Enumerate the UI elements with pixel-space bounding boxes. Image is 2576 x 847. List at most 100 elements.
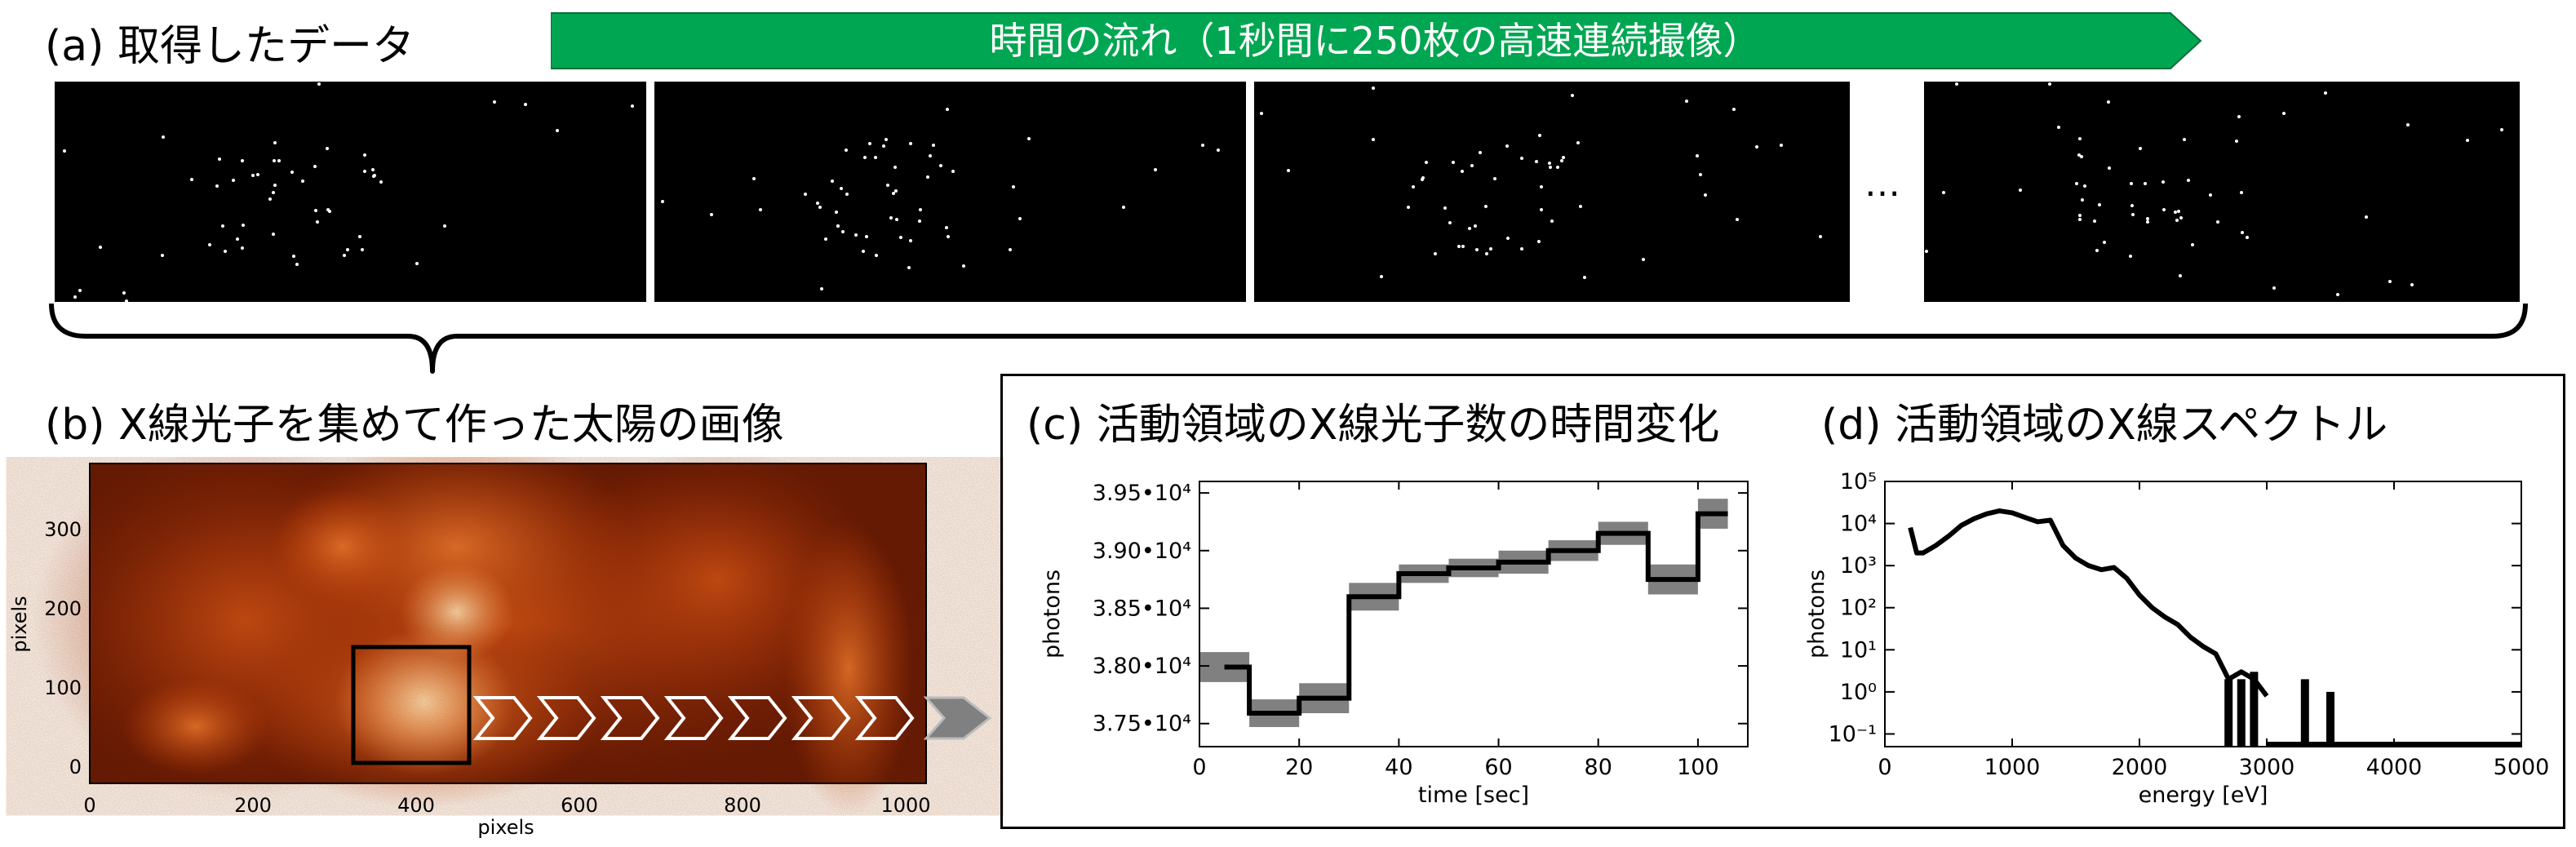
photon-dot bbox=[273, 184, 277, 188]
photon-dot bbox=[2130, 212, 2135, 216]
region-box bbox=[351, 645, 472, 765]
photon-dot bbox=[2336, 292, 2340, 296]
frames-ellipsis: … bbox=[1864, 163, 1900, 205]
photon-dot bbox=[2179, 216, 2184, 220]
photon-dot bbox=[908, 141, 912, 145]
photon-dot bbox=[1735, 218, 1739, 222]
photon-dot bbox=[2098, 202, 2102, 206]
photon-dot bbox=[1027, 136, 1031, 140]
photon-dot bbox=[277, 159, 281, 163]
x-tick-label: 0 bbox=[1192, 755, 1206, 780]
photon-dot bbox=[2139, 146, 2143, 150]
plot-frame bbox=[1199, 481, 1749, 747]
photon-dot bbox=[2281, 112, 2286, 116]
photon-dot bbox=[232, 178, 236, 182]
photon-dot bbox=[271, 232, 275, 236]
photon-dot bbox=[1925, 250, 1929, 254]
photon-dot bbox=[1287, 168, 1291, 172]
sun-xtick: 400 bbox=[397, 794, 435, 817]
photon-dot bbox=[1505, 144, 1510, 148]
photon-dot bbox=[1642, 257, 1646, 261]
photon-dot bbox=[2191, 242, 2195, 246]
photon-dot bbox=[1380, 275, 1384, 279]
photon-dot bbox=[161, 135, 165, 140]
lightcurve-chart: 0 20 40 60 80 100 3.75•10⁴ 3.80•10⁴ 3.85•10⁴ 3.90… bbox=[1040, 481, 1749, 808]
photon-dot bbox=[363, 170, 367, 174]
photon-dot bbox=[2092, 220, 2096, 224]
photon-dot bbox=[2161, 180, 2166, 184]
photon-dot bbox=[290, 171, 295, 175]
photon-dot bbox=[2240, 190, 2244, 194]
photon-dot bbox=[1012, 184, 1016, 188]
photon-dot bbox=[951, 170, 955, 174]
photon-dot bbox=[1556, 165, 1560, 169]
sun-xtick: 600 bbox=[561, 794, 598, 817]
photon-dot bbox=[524, 102, 528, 106]
photon-dot bbox=[1456, 245, 1461, 249]
time-flow-label: 時間の流れ（1秒間に250枚の高速連続撮像） bbox=[989, 19, 1760, 63]
photon-dot bbox=[1452, 161, 1456, 165]
photon-dot bbox=[2102, 241, 2106, 245]
y-tick-label: 3.90•10⁴ bbox=[1093, 539, 1191, 564]
photon-dot bbox=[2077, 153, 2081, 157]
photon-dot bbox=[1578, 205, 1582, 209]
photon-dot bbox=[2077, 213, 2082, 217]
sun-ytick: 200 bbox=[44, 597, 82, 620]
y-tick-label: 3.75•10⁴ bbox=[1093, 712, 1191, 737]
y-tick-label: 10⁵ bbox=[1840, 469, 1877, 494]
x-tick-label: 5000 bbox=[2494, 755, 2550, 780]
photon-dot bbox=[889, 215, 893, 220]
photon-dot bbox=[2410, 283, 2414, 286]
photon-dot bbox=[2074, 181, 2078, 185]
photon-dot bbox=[73, 295, 78, 299]
photon-dot bbox=[1488, 246, 1492, 251]
photon-dot bbox=[1780, 143, 1784, 147]
photon-dot bbox=[836, 224, 840, 228]
photon-dot bbox=[853, 233, 858, 237]
photon-dot bbox=[317, 82, 321, 86]
photon-dot bbox=[926, 175, 930, 179]
photon-dot bbox=[2235, 140, 2239, 144]
sun-ytick: 300 bbox=[44, 518, 82, 541]
photon-dot bbox=[752, 176, 756, 180]
photon-dot bbox=[2128, 255, 2132, 259]
photon-dot bbox=[824, 237, 828, 242]
photon-dot bbox=[1009, 247, 1013, 251]
photon-dot bbox=[63, 149, 67, 153]
photon-dot bbox=[268, 197, 272, 201]
spectrum-spike bbox=[2224, 679, 2233, 747]
photon-dot bbox=[326, 208, 330, 212]
photon-dot bbox=[1540, 207, 1544, 211]
photon-dot bbox=[273, 158, 277, 162]
photon-dot bbox=[1484, 204, 1488, 208]
photon-dot bbox=[885, 184, 889, 188]
photon-dot bbox=[1412, 184, 1416, 188]
photon-dot bbox=[1548, 161, 1552, 165]
x-tick-label: 80 bbox=[1585, 755, 1612, 780]
photon-dot bbox=[1200, 143, 1204, 147]
photon-dot bbox=[328, 210, 332, 214]
y-tick-label: 10³ bbox=[1840, 553, 1877, 579]
photon-dot bbox=[1443, 206, 1448, 211]
photon-dot bbox=[845, 149, 849, 153]
data-frame-2 bbox=[654, 82, 1246, 302]
photon-dot bbox=[1371, 138, 1375, 142]
photon-dot bbox=[1519, 156, 1523, 160]
sun-xtick: 800 bbox=[724, 794, 761, 817]
photon-dot bbox=[2095, 249, 2099, 253]
spectrum-spike bbox=[2300, 679, 2309, 747]
photon-dot bbox=[255, 173, 259, 177]
panel-a-title: (a) 取得したデータ bbox=[45, 22, 415, 71]
photon-dot bbox=[2245, 235, 2249, 239]
photon-dot bbox=[1732, 107, 1736, 111]
photon-dot bbox=[217, 157, 221, 162]
photon-dot bbox=[947, 234, 951, 238]
photon-dot bbox=[891, 192, 895, 196]
x-tick-label: 1000 bbox=[1984, 755, 2041, 780]
photon-dot bbox=[343, 253, 347, 257]
photon-dot bbox=[2080, 197, 2084, 202]
photon-dot bbox=[2082, 184, 2086, 188]
spectrum-spike bbox=[2326, 691, 2334, 747]
photon-dot bbox=[1154, 167, 1158, 171]
photon-dot bbox=[1536, 239, 1541, 243]
